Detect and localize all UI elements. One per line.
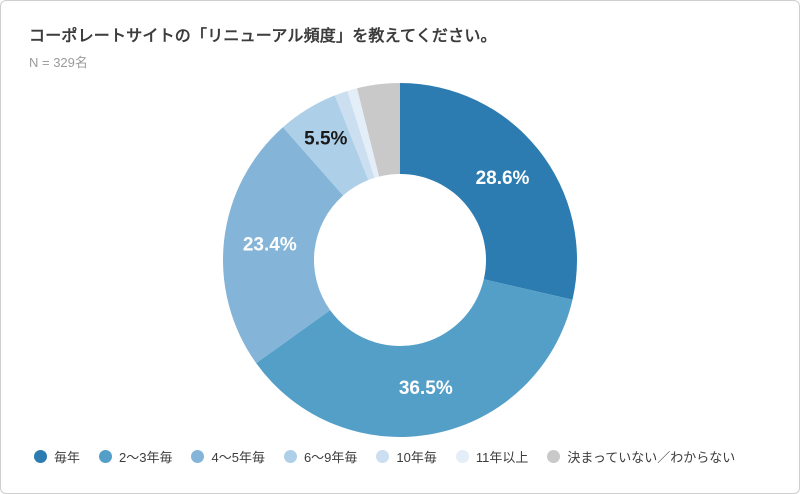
donut-segment-7: [357, 83, 400, 177]
legend-label: 4〜5年毎: [211, 450, 265, 465]
donut-segment-4: [282, 95, 369, 196]
donut-segment-6: [347, 88, 380, 178]
legend-label: 11年以上: [475, 450, 529, 465]
legend-label: 2〜3年毎: [119, 450, 173, 465]
segment-value-label: 23.4%: [243, 235, 297, 256]
legend-dot: [283, 450, 297, 463]
legend-label: 決まっていない／わからない: [567, 450, 736, 465]
legend-item-5: 10年毎: [376, 447, 437, 466]
legend-dot: [455, 450, 469, 463]
legend-item-6: 11年以上: [455, 447, 529, 466]
legend-label: 6〜9年毎: [303, 450, 358, 465]
legend-dot: [34, 450, 47, 463]
chart-title: コーポレートサイトの「リニューアル頻度」を教えてください。: [29, 28, 497, 45]
legend-dot: [191, 450, 205, 463]
donut-segment-2: [256, 279, 573, 438]
legend-dot: [547, 450, 561, 463]
legend-item-3: 4〜5年毎: [191, 447, 265, 466]
donut-segment-3: [222, 127, 344, 364]
legend-item-4: 6〜9年毎: [283, 447, 358, 466]
sample-size-label: N = 329名: [29, 55, 88, 70]
chart-header: コーポレートサイトの「リニューアル頻度」を教えてください。 N = 329名: [29, 22, 497, 71]
legend-label: 毎年: [54, 450, 81, 465]
legend-item-1: 毎年: [34, 447, 80, 466]
legend-label: 10年毎: [396, 450, 437, 465]
donut-segment-5: [334, 90, 375, 181]
segment-value-label: 36.5%: [399, 378, 453, 399]
legend-item-7: 決まっていない／わからない: [547, 447, 735, 466]
segment-value-label: 5.5%: [304, 128, 347, 149]
legend-dot: [99, 450, 113, 463]
chart-legend: 毎年 2〜3年毎 4〜5年毎 6〜9年毎 10年毎 11年以上 決まっていない／わからない: [34, 447, 735, 466]
segment-value-label: 28.6%: [476, 168, 530, 189]
legend-item-2: 2〜3年毎: [99, 447, 172, 466]
donut-segment-1: [400, 83, 577, 300]
legend-dot: [376, 450, 390, 463]
